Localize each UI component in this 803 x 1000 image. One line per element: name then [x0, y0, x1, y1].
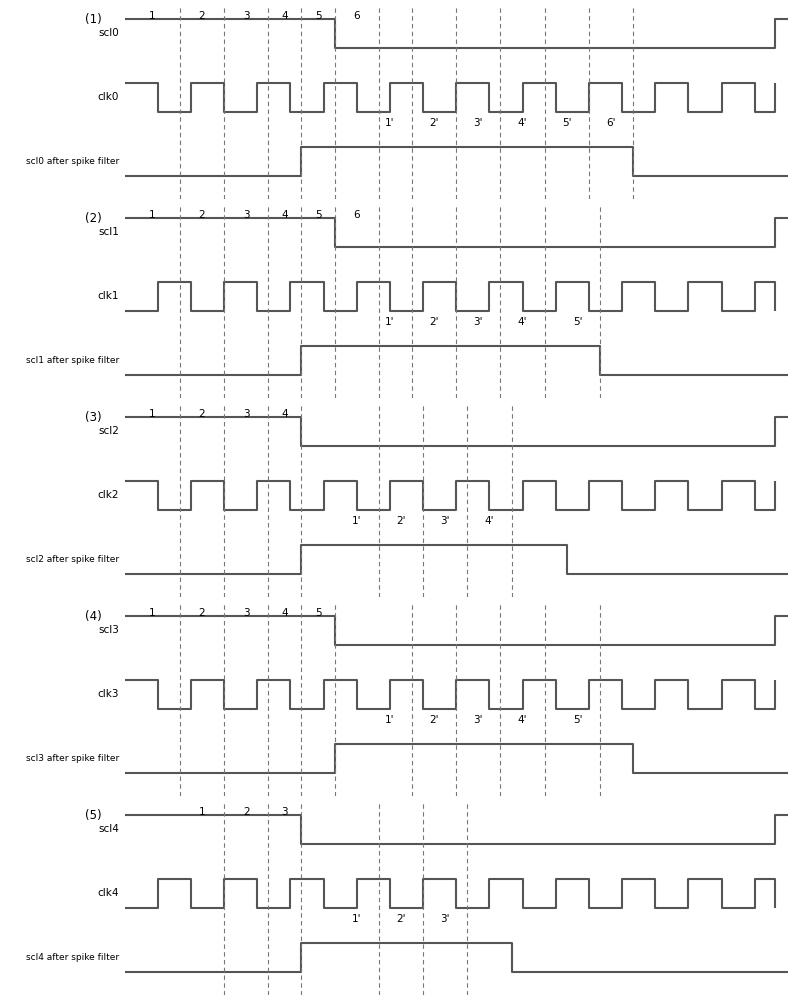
Text: 4': 4'	[517, 317, 527, 327]
Text: clk3: clk3	[97, 689, 119, 699]
Text: scl4 after spike filter: scl4 after spike filter	[26, 953, 119, 962]
Text: 3': 3'	[440, 914, 450, 924]
Text: 6: 6	[353, 210, 360, 220]
Text: (2): (2)	[84, 212, 101, 225]
Text: 2': 2'	[396, 914, 406, 924]
Text: 3: 3	[243, 11, 249, 21]
Text: 3: 3	[243, 210, 249, 220]
Text: clk2: clk2	[97, 490, 119, 500]
Text: scl0: scl0	[98, 28, 119, 38]
Text: 5: 5	[315, 608, 321, 618]
Text: 3': 3'	[473, 118, 483, 128]
Text: clk4: clk4	[97, 888, 119, 898]
Text: 6: 6	[353, 11, 360, 21]
Text: 2: 2	[198, 608, 205, 618]
Text: 3: 3	[281, 807, 287, 817]
Text: 4: 4	[281, 11, 287, 21]
Text: 2': 2'	[429, 715, 438, 725]
Text: clk1: clk1	[97, 291, 119, 301]
Text: 5': 5'	[573, 715, 582, 725]
Text: 4': 4'	[517, 118, 527, 128]
Text: 3: 3	[243, 608, 249, 618]
Text: scl4: scl4	[98, 824, 119, 834]
Text: (4): (4)	[84, 610, 101, 623]
Text: 1': 1'	[352, 914, 361, 924]
Text: 1: 1	[149, 608, 155, 618]
Text: 4: 4	[281, 210, 287, 220]
Text: 5': 5'	[573, 317, 582, 327]
Text: 1': 1'	[352, 516, 361, 526]
Text: 5: 5	[315, 210, 321, 220]
Text: (1): (1)	[84, 13, 101, 26]
Text: 4': 4'	[484, 516, 494, 526]
Text: scl3 after spike filter: scl3 after spike filter	[26, 754, 119, 763]
Text: 1': 1'	[385, 715, 394, 725]
Text: 4: 4	[281, 608, 287, 618]
Text: 1': 1'	[385, 118, 394, 128]
Text: 2': 2'	[429, 118, 438, 128]
Text: 3': 3'	[473, 715, 483, 725]
Text: (5): (5)	[84, 809, 101, 822]
Text: 2': 2'	[429, 317, 438, 327]
Text: 5': 5'	[561, 118, 571, 128]
Text: scl3: scl3	[98, 625, 119, 635]
Text: 3': 3'	[473, 317, 483, 327]
Text: 2: 2	[198, 210, 205, 220]
Text: clk0: clk0	[98, 92, 119, 102]
Text: 1': 1'	[385, 317, 394, 327]
Text: 4: 4	[281, 409, 287, 419]
Text: 4': 4'	[517, 715, 527, 725]
Text: 1: 1	[149, 210, 155, 220]
Text: scl2: scl2	[98, 426, 119, 436]
Text: (3): (3)	[84, 411, 101, 424]
Text: 2': 2'	[396, 516, 406, 526]
Text: 3: 3	[243, 409, 249, 419]
Text: 5: 5	[315, 11, 321, 21]
Text: 2: 2	[198, 11, 205, 21]
Text: scl1: scl1	[98, 227, 119, 237]
Text: scl1 after spike filter: scl1 after spike filter	[26, 356, 119, 365]
Text: 6': 6'	[605, 118, 615, 128]
Text: 1: 1	[149, 11, 155, 21]
Text: 2: 2	[243, 807, 249, 817]
Text: scl2 after spike filter: scl2 after spike filter	[26, 555, 119, 564]
Text: 2: 2	[198, 409, 205, 419]
Text: scl0 after spike filter: scl0 after spike filter	[26, 157, 119, 166]
Text: 1: 1	[198, 807, 205, 817]
Text: 1: 1	[149, 409, 155, 419]
Text: 3': 3'	[440, 516, 450, 526]
